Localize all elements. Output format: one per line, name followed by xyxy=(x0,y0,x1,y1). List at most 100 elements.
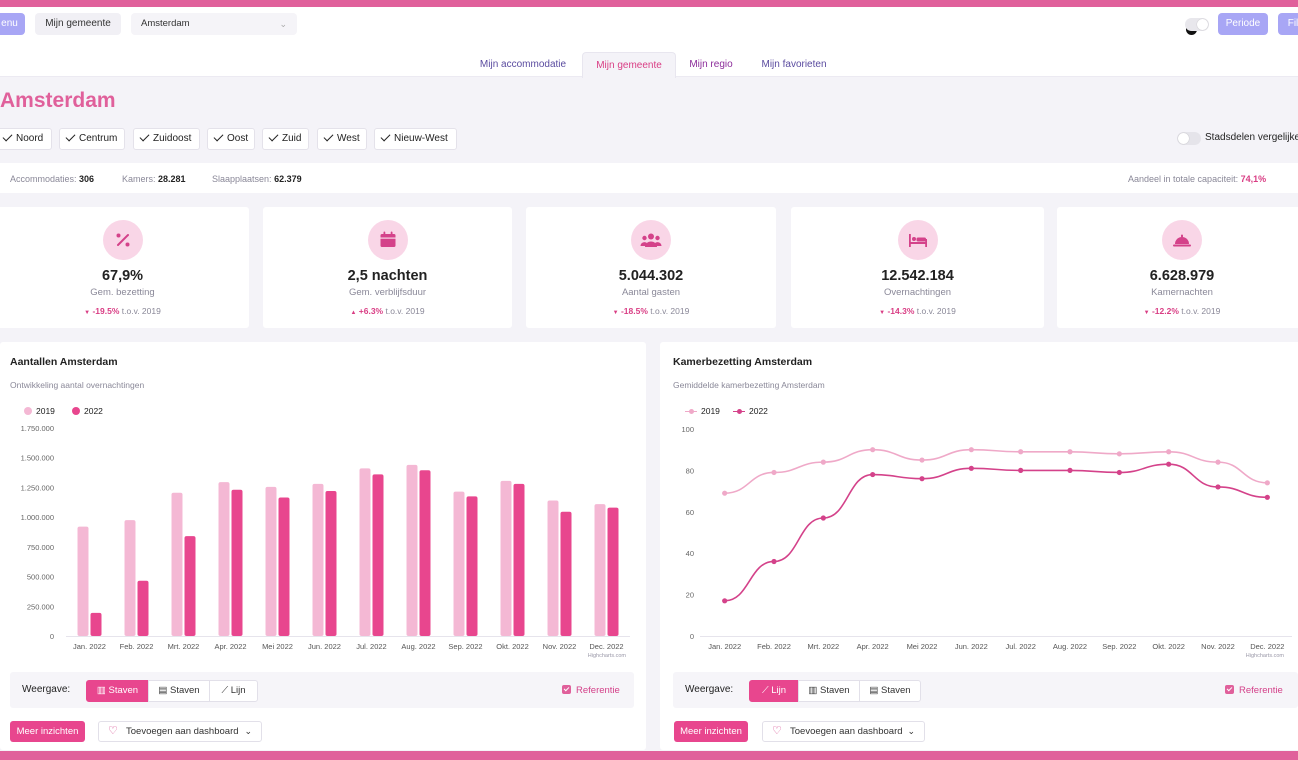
bar-chart-icon: ▤ xyxy=(158,685,171,696)
down-arrow-icon: ▼ xyxy=(84,310,91,316)
checkbox-checked-icon xyxy=(562,685,571,694)
mijn-gemeente-button[interactable]: Mijn gemeente xyxy=(35,13,121,35)
district-label: Centrum xyxy=(79,133,118,144)
bar-2022 xyxy=(137,580,149,636)
bar-2019 xyxy=(171,492,183,636)
x-tick-label: Jun. 2022 xyxy=(308,642,341,651)
legend-dot xyxy=(72,407,80,415)
kpi-delta: ▼ -14.3% t.o.v. 2019 xyxy=(879,306,956,316)
district-chip-noord[interactable]: Noord xyxy=(0,128,52,150)
kpi-delta: ▼ -18.5% t.o.v. 2019 xyxy=(612,306,690,316)
page-title: Amsterdam xyxy=(0,89,116,112)
calendar-icon xyxy=(367,220,408,260)
toggle-knob xyxy=(1178,133,1189,144)
capacity-stats-bar: Accommodaties: 306 Kamers: 28.281 Slaapp… xyxy=(0,163,1298,193)
x-tick-label: Mrt. 2022 xyxy=(168,642,200,651)
bar-chart-icon: ▤ xyxy=(869,685,882,696)
x-tick-label: Jun. 2022 xyxy=(955,642,988,651)
toevoegen-dashboard-button[interactable]: ♡ Toevoegen aan dashboard ⌄ xyxy=(762,721,925,742)
view-staven-horizontal-button[interactable]: ▤ Staven xyxy=(148,680,210,702)
up-arrow-icon: ▲ xyxy=(350,310,357,316)
view-lijn-button[interactable]: ⟋ Lijn xyxy=(209,680,258,702)
toevoegen-dashboard-button[interactable]: ♡ Toevoegen aan dashboard ⌄ xyxy=(98,721,262,742)
district-chip-nieuw-west[interactable]: Nieuw-West xyxy=(374,128,457,150)
check-icon xyxy=(323,131,334,142)
district-chip-zuidoost[interactable]: Zuidoost xyxy=(133,128,200,150)
y-tick-label: 1.750.000 xyxy=(21,424,54,433)
check-icon xyxy=(65,131,76,142)
gemeente-select[interactable]: Amsterdam ⌄ xyxy=(131,13,297,35)
tab-bar: Mijn accommodatie Mijn gemeente Mijn reg… xyxy=(0,52,1298,78)
bar-2022 xyxy=(419,470,431,636)
tab-mijn-favorieten[interactable]: Mijn favorieten xyxy=(761,59,827,70)
check-icon xyxy=(268,131,279,142)
bar-chart-icon: ▥ xyxy=(96,685,109,696)
chevron-down-icon: ⌄ xyxy=(907,726,915,736)
kpi-label: Aantal gasten xyxy=(621,287,681,298)
legend-2019[interactable]: 2019 xyxy=(24,406,55,416)
district-label: West xyxy=(337,133,360,144)
kpi-card-bezetting: 67,9% Gem. bezetting ▼ -19.5% t.o.v. 201… xyxy=(0,207,249,328)
filter-button[interactable]: Fil xyxy=(1278,13,1298,35)
point-2019 xyxy=(1116,451,1122,457)
bar-2019 xyxy=(77,526,89,636)
point-2019 xyxy=(1264,480,1270,486)
point-2022 xyxy=(1067,467,1073,473)
district-chip-west[interactable]: West xyxy=(317,128,367,150)
bell-icon xyxy=(1162,220,1202,260)
bar-2022 xyxy=(466,496,478,636)
legend-2022[interactable]: 2022 xyxy=(733,406,768,416)
point-2019 xyxy=(1215,459,1221,465)
view-staven-button[interactable]: ▥ Staven xyxy=(86,680,149,702)
view-label: Weergave: xyxy=(685,684,734,695)
legend-2022[interactable]: 2022 xyxy=(72,406,103,416)
bar-2022 xyxy=(560,511,572,636)
kpi-label: Kamernachten xyxy=(1151,287,1213,298)
x-tick-label: Jul. 2022 xyxy=(356,642,386,651)
meer-inzichten-button[interactable]: Meer inzichten xyxy=(10,721,85,742)
menu-button[interactable]: enu xyxy=(0,13,25,35)
kpi-card-overnachtingen: 12.542.184 Overnachtingen ▼ -14.3% t.o.v… xyxy=(791,207,1044,328)
check-icon xyxy=(213,131,224,142)
kpi-value: 67,9% xyxy=(101,268,144,284)
kamerbezetting-card: Kamerbezetting Amsterdam Gemiddelde kame… xyxy=(660,342,1298,750)
point-2019 xyxy=(820,459,826,465)
referentie-checkbox[interactable]: Referentie xyxy=(562,685,620,696)
point-2022 xyxy=(919,476,925,482)
district-chip-centrum[interactable]: Centrum xyxy=(59,128,125,150)
point-2022 xyxy=(870,471,876,478)
check-icon xyxy=(380,131,391,142)
tab-mijn-accommodatie[interactable]: Mijn accommodatie xyxy=(479,59,567,70)
legend-2019[interactable]: 2019 xyxy=(685,406,720,416)
periode-button[interactable]: Periode xyxy=(1218,13,1268,35)
meer-inzichten-button[interactable]: Meer inzichten xyxy=(674,721,748,742)
stadsdelen-vergelijken-toggle[interactable] xyxy=(1177,132,1201,145)
x-tick-label: Nov. 2022 xyxy=(1201,642,1235,651)
y-tick-label: 60 xyxy=(686,508,694,517)
dark-mode-toggle[interactable] xyxy=(1185,18,1209,31)
card-subtitle: Ontwikkeling aantal overnachtingen xyxy=(10,380,145,390)
district-chip-oost[interactable]: Oost xyxy=(207,128,255,150)
gemeente-select-value: Amsterdam xyxy=(141,18,190,29)
kpi-delta: ▲ +6.3% t.o.v. 2019 xyxy=(350,306,425,316)
x-tick-label: Jul. 2022 xyxy=(1005,642,1035,651)
bar-chart-icon: ▥ xyxy=(808,685,821,696)
x-tick-label: Nov. 2022 xyxy=(543,642,577,651)
tab-mijn-gemeente[interactable]: Mijn gemeente xyxy=(582,52,676,78)
view-staven-horizontal-button[interactable]: ▤ Staven xyxy=(859,680,921,702)
down-arrow-icon: ▼ xyxy=(1143,310,1150,316)
x-tick-label: Aug. 2022 xyxy=(1053,642,1087,651)
bar-2022 xyxy=(607,507,619,636)
view-options-row: Weergave: ▥ Staven ▤ Staven ⟋ Lijn Refer… xyxy=(10,672,634,708)
bottom-accent-stripe xyxy=(0,751,1298,760)
view-lijn-button[interactable]: ⟋ Lijn xyxy=(749,680,799,702)
tab-mijn-regio[interactable]: Mijn regio xyxy=(689,59,733,70)
district-chip-zuid[interactable]: Zuid xyxy=(262,128,309,150)
bar-2019 xyxy=(124,520,136,636)
view-staven-button[interactable]: ▥ Staven xyxy=(798,680,860,702)
kpi-label: Gem. bezetting xyxy=(90,287,155,298)
x-tick-label: Okt. 2022 xyxy=(496,642,529,651)
referentie-checkbox[interactable]: Referentie xyxy=(1225,685,1283,696)
y-tick-label: 250.000 xyxy=(27,602,54,611)
kpi-label: Overnachtingen xyxy=(883,287,952,298)
